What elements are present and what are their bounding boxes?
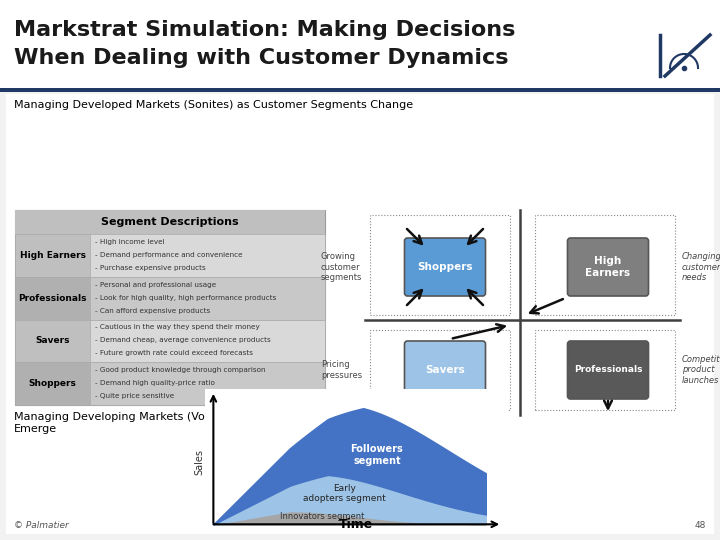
Text: Shoppers: Shoppers [29,379,76,388]
Bar [370,215,510,315]
Bar [15,276,325,320]
Bar [535,330,675,410]
Bar [0,0,720,90]
Bar [6,94,714,534]
Text: - Look for high quality, high performance products: - Look for high quality, high performanc… [95,295,276,301]
Text: - Demand cheap, average convenience products: - Demand cheap, average convenience prod… [95,338,271,343]
Bar [370,330,510,410]
Bar [15,362,90,405]
Text: Professionals: Professionals [574,366,642,375]
FancyBboxPatch shape [567,341,649,399]
Text: Early
adopters segment: Early adopters segment [303,484,385,503]
Text: - Personal and professional usage: - Personal and professional usage [95,282,216,288]
Text: Growing
customer
segments: Growing customer segments [320,252,362,282]
Bar [15,320,325,362]
Text: Pricing
pressures: Pricing pressures [321,360,362,380]
Text: High Earners: High Earners [19,251,86,260]
FancyBboxPatch shape [405,341,485,399]
Bar [0,88,720,92]
Text: - Good product knowledge through comparison: - Good product knowledge through compari… [95,367,266,373]
Text: Sales: Sales [194,449,204,475]
Text: - Can afford expensive products: - Can afford expensive products [95,308,210,314]
Bar [15,320,90,362]
Text: - Demand performance and convenience: - Demand performance and convenience [95,252,243,258]
Text: High
Earners: High Earners [585,256,631,278]
Text: Savers: Savers [35,336,70,346]
Text: Followers
segment: Followers segment [351,444,403,465]
Text: © Palmatier: © Palmatier [14,521,68,530]
Bar [535,215,675,315]
Bar [15,234,90,276]
Bar [15,276,90,320]
Text: - High income level: - High income level [95,239,165,245]
Text: Changing
customer
needs: Changing customer needs [682,252,720,282]
Text: - Cautious in the way they spend their money: - Cautious in the way they spend their m… [95,325,260,330]
FancyBboxPatch shape [567,238,649,296]
Text: - Purchase expensive products: - Purchase expensive products [95,265,206,271]
Text: 48: 48 [695,521,706,530]
Text: - Future growth rate could exceed forecasts: - Future growth rate could exceed foreca… [95,350,253,356]
Bar [15,210,325,234]
FancyBboxPatch shape [405,238,485,296]
Text: Savers: Savers [425,365,465,375]
Text: Markstrat Simulation: Making Decisions: Markstrat Simulation: Making Decisions [14,20,516,40]
Text: Professionals: Professionals [18,294,86,302]
Text: Managing Developing Markets (Vodites) as Prototypical Customer Segments
Emerge: Managing Developing Markets (Vodites) as… [14,412,439,434]
Text: - Quite price sensitive: - Quite price sensitive [95,393,174,399]
Text: Shoppers: Shoppers [418,262,473,272]
Bar [0,92,720,540]
Text: Managing Developed Markets (Sonites) as Customer Segments Change: Managing Developed Markets (Sonites) as … [14,100,413,110]
Text: Innovators segment: Innovators segment [280,512,364,522]
Text: Competitive
product
launches: Competitive product launches [682,355,720,385]
Text: When Dealing with Customer Dynamics: When Dealing with Customer Dynamics [14,48,508,68]
Bar [15,210,325,405]
Text: Time: Time [339,518,374,531]
Text: - Demand high quality-price ratio: - Demand high quality-price ratio [95,380,215,386]
Bar [15,362,325,405]
Text: Segment Descriptions: Segment Descriptions [102,217,239,227]
Bar [15,234,325,276]
